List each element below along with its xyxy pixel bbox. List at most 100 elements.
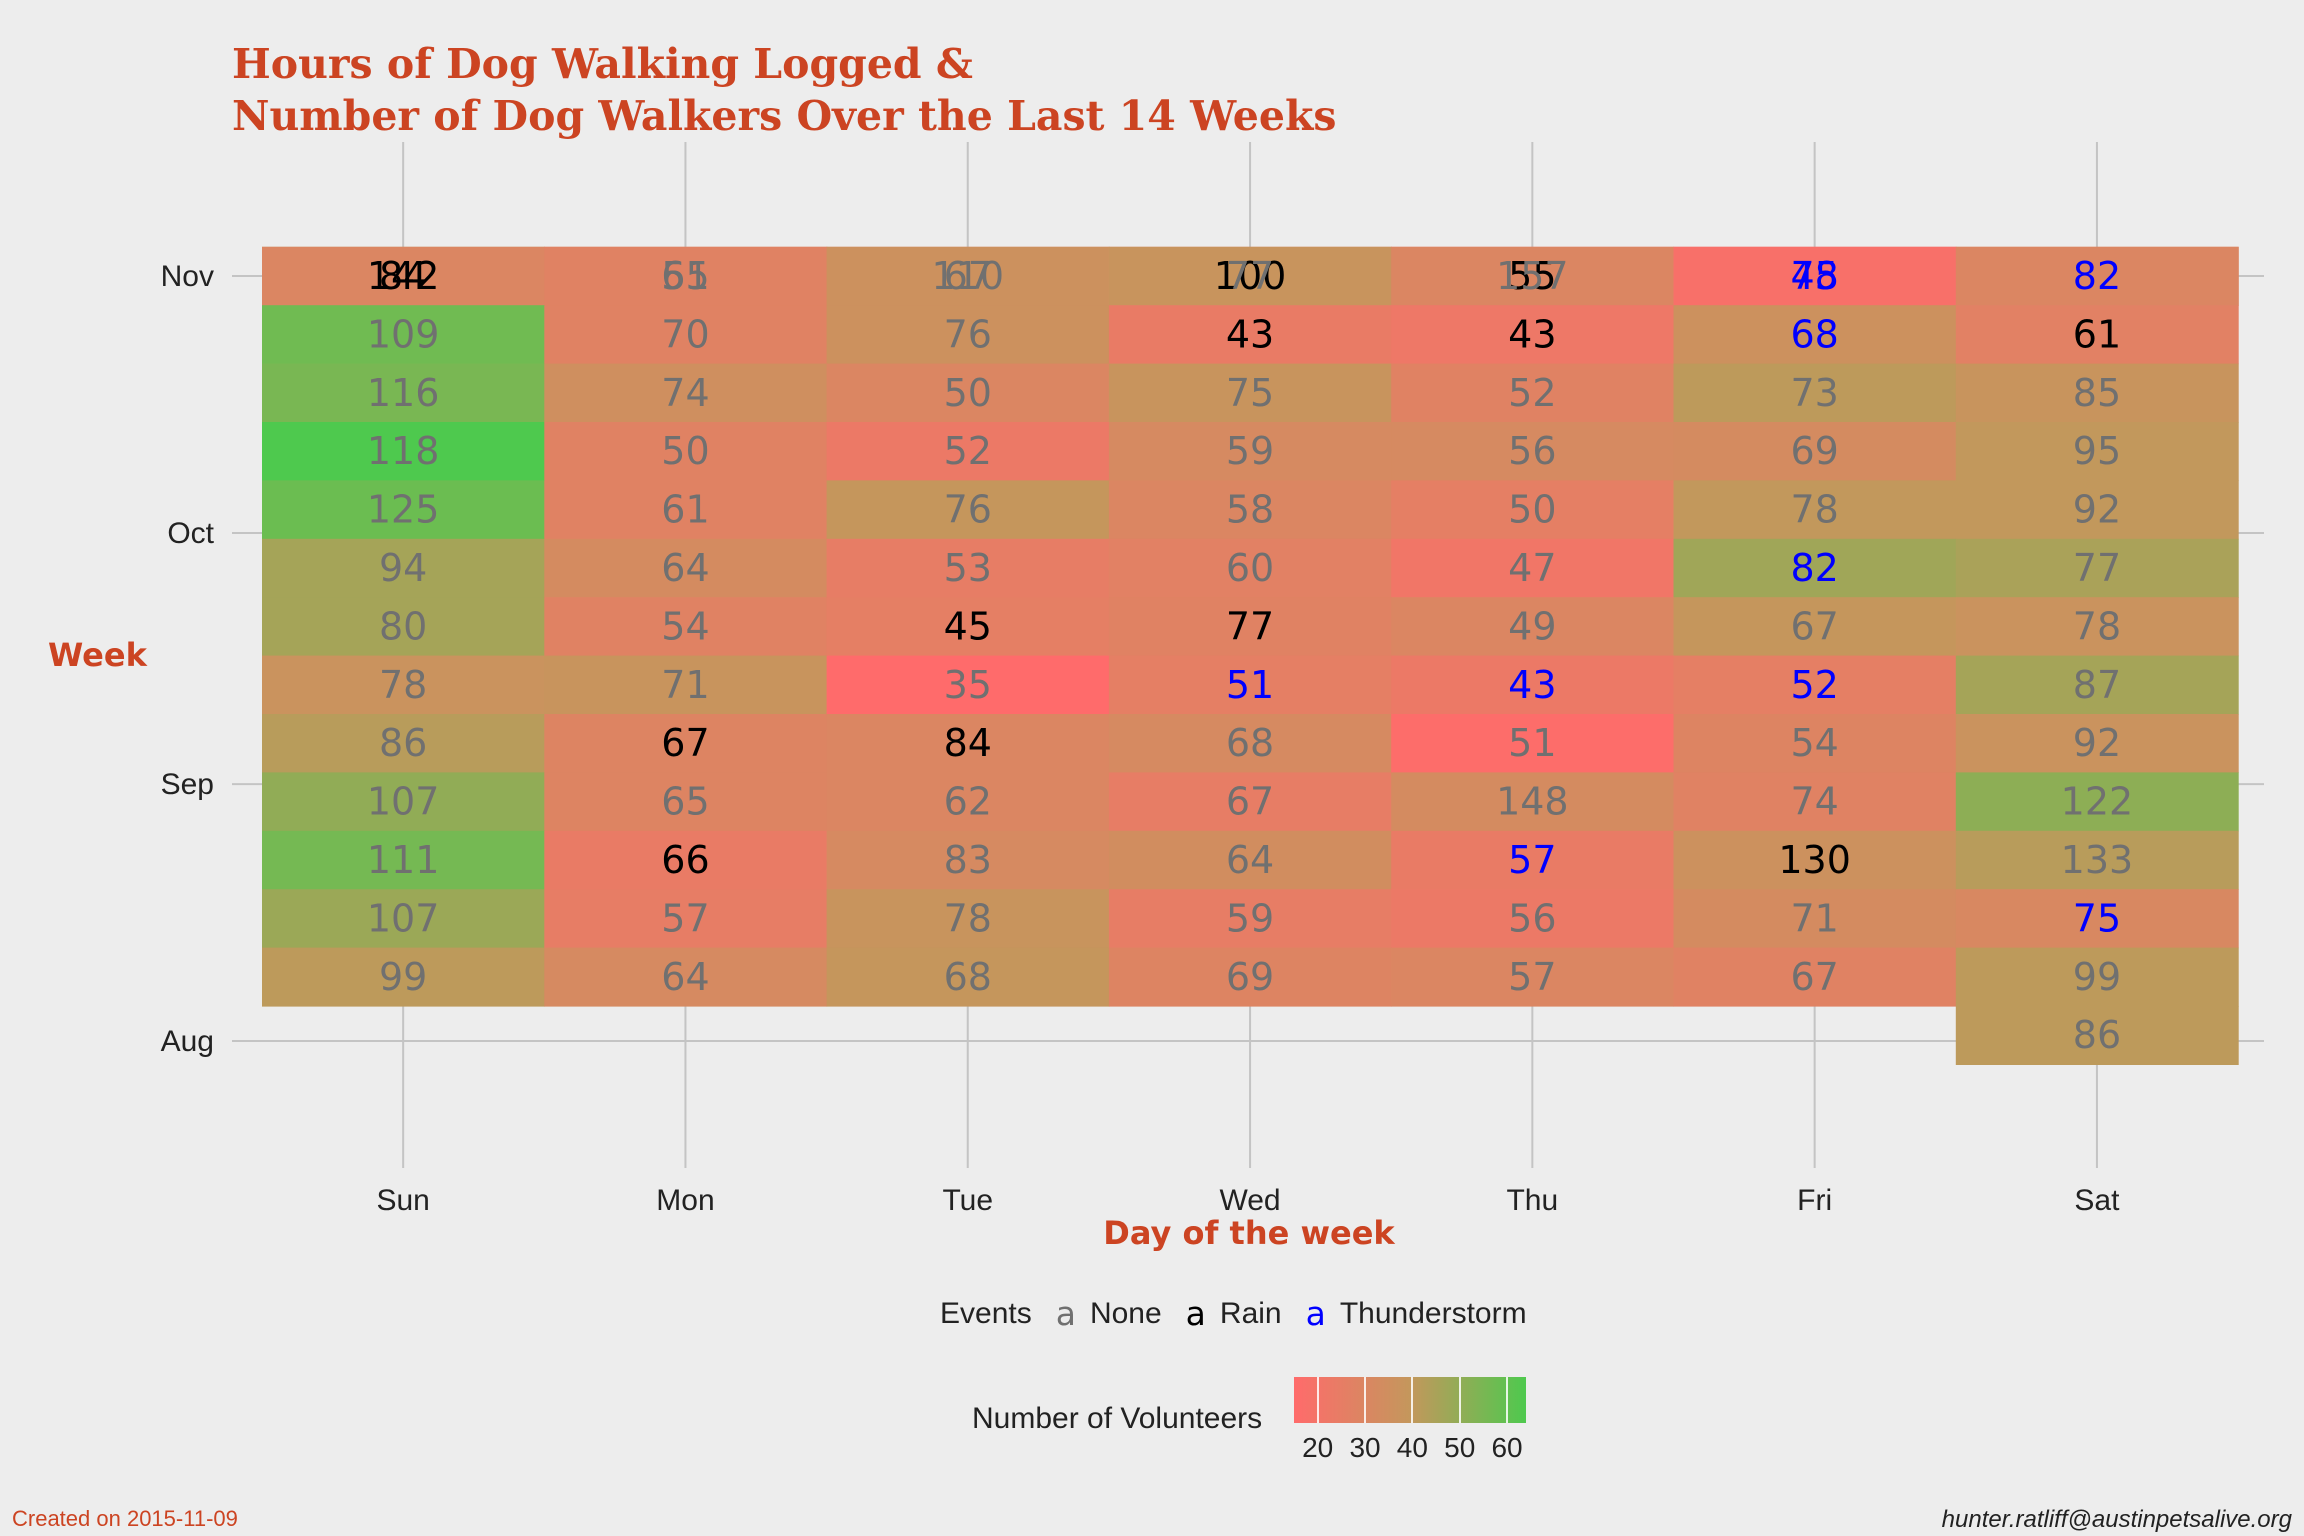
cell-value-label: 69	[1790, 429, 1838, 473]
heatmap-cell	[1955, 772, 2239, 832]
heatmap-cell	[544, 363, 828, 423]
cell-value-label: 118	[367, 429, 440, 473]
cell-value-label: 75	[2073, 896, 2121, 940]
cell-value-label: 64	[661, 955, 709, 999]
heatmap-cell	[1108, 538, 1392, 598]
cell-value-label: 77	[1226, 254, 1274, 298]
legend-label-none: None	[1089, 1296, 1162, 1330]
heatmap-cell	[826, 772, 1110, 832]
cell-value-label: 64	[1226, 838, 1274, 882]
cell-value-label: 73	[1790, 371, 1838, 415]
heatmap-cell	[826, 422, 1110, 481]
legend-label-rain: Rain	[1219, 1296, 1282, 1330]
cell-value-label: 71	[1790, 896, 1838, 940]
cell-value-label: 45	[1790, 254, 1838, 298]
heatmap-cell	[1955, 947, 2239, 1007]
cell-value-label: 78	[2073, 604, 2121, 648]
heatmap-cell	[262, 714, 545, 773]
cell-value-label: 51	[1226, 663, 1274, 707]
volunteers-colorbar	[1294, 1377, 1526, 1423]
cell-value-label: 157	[1496, 254, 1569, 298]
cell-value-label: 78	[379, 663, 427, 707]
cell-value-label: 52	[1790, 663, 1838, 707]
cell-value-label: 85	[2073, 371, 2121, 415]
cell-value-label: 84	[944, 721, 992, 765]
cell-value-label: 110	[931, 254, 1004, 298]
cell-value-label: 99	[379, 955, 427, 999]
heatmap-cell	[1955, 889, 2239, 949]
cell-value-label: 68	[1790, 312, 1838, 356]
cell-value-label: 92	[2073, 721, 2121, 765]
colorbar-tick	[1506, 1377, 1509, 1423]
heatmap-cell	[1108, 655, 1392, 715]
x-tick-label-tue: Tue	[942, 1184, 993, 1217]
legend-glyph-none: a	[1055, 1294, 1076, 1333]
created-date: Created on 2015-11-09	[12, 1506, 238, 1531]
heatmap-cell	[1955, 480, 2239, 540]
heatmap-cell	[262, 538, 545, 598]
heatmap-cell	[826, 597, 1110, 657]
heatmap-cell	[544, 597, 828, 657]
cell-value-label: 122	[2061, 780, 2134, 824]
heatmap-cell	[262, 480, 545, 540]
heatmap-cell	[1955, 305, 2239, 365]
cell-value-label: 60	[1226, 546, 1274, 590]
heatmap-chart: 84 61 67 100 55 45 142 55 110 77 157 78 82 109 70 76 43 4…	[161, 142, 2264, 1217]
heatmap-cell	[1391, 597, 1675, 657]
y-tick-label-aug: Aug	[161, 1025, 214, 1058]
heatmap-cell	[826, 889, 1110, 949]
heatmap-cell	[1391, 889, 1675, 949]
cell-value-label: 77	[1226, 604, 1274, 648]
legend-label-thunderstorm: Thunderstorm	[1339, 1296, 1527, 1330]
cell-value-label: 148	[1496, 780, 1569, 824]
heatmap-cell	[544, 538, 828, 598]
cell-value-label: 77	[2073, 546, 2121, 590]
labels-layer: 84 61 67 100 55 45 142 55 110 77 157 78 82 109 70 76 43 4…	[367, 254, 2133, 1057]
heatmap-cell	[1955, 422, 2239, 481]
heatmap-cell	[1673, 305, 1957, 365]
cell-value-label: 82	[1790, 546, 1838, 590]
heatmap-cell	[826, 363, 1110, 423]
cell-value-label: 67	[1226, 780, 1274, 824]
heatmap-cell	[1673, 714, 1957, 773]
colorbar-tick-label: 40	[1396, 1432, 1428, 1463]
cell-value-label: 56	[1508, 896, 1556, 940]
heatmap-cell	[1391, 305, 1675, 365]
cell-value-label: 61	[2073, 312, 2121, 356]
author-email: hunter.ratliff@austinpetsalive.org	[1941, 1506, 2292, 1533]
cell-value-label: 80	[379, 604, 427, 648]
heatmap-cell	[544, 889, 828, 949]
heatmap-cell	[1673, 246, 1957, 306]
cell-value-label: 58	[1226, 488, 1274, 532]
cell-value-label: 51	[1508, 721, 1556, 765]
cell-value-label: 67	[1790, 955, 1838, 999]
cell-value-label: 133	[2061, 838, 2134, 882]
x-tick-label-mon: Mon	[656, 1184, 714, 1217]
cell-value-label: 67	[944, 254, 992, 298]
heatmap-cell	[826, 538, 1110, 598]
heatmap-cell	[544, 772, 828, 832]
x-axis-label: Day of the week	[1103, 1214, 1395, 1252]
heatmap-cell	[262, 305, 545, 365]
heatmap-cell	[262, 246, 545, 306]
cell-value-label: 130	[1778, 838, 1851, 882]
heatmap-cell	[1673, 597, 1957, 657]
cell-value-label: 61	[661, 488, 709, 532]
cell-value-label: 107	[367, 780, 440, 824]
cell-value-label: 62	[944, 780, 992, 824]
cell-value-label: 76	[944, 488, 992, 532]
colorbar-tick	[1411, 1377, 1414, 1423]
heatmap-cell	[1391, 246, 1675, 306]
heatmap-cell	[1108, 597, 1392, 657]
cell-value-label: 83	[944, 838, 992, 882]
cell-value-label: 94	[379, 546, 427, 590]
x-tick-label-fri: Fri	[1797, 1184, 1832, 1217]
cell-value-label: 107	[367, 896, 440, 940]
cell-value-label: 59	[1226, 896, 1274, 940]
colorbar-tick-label: 60	[1491, 1432, 1523, 1463]
heatmap-cell	[1391, 830, 1675, 890]
heatmap-cell	[1673, 363, 1957, 423]
heatmap-cell	[1391, 714, 1675, 773]
heatmap-cell	[1391, 480, 1675, 540]
heatmap-cell	[262, 947, 545, 1007]
